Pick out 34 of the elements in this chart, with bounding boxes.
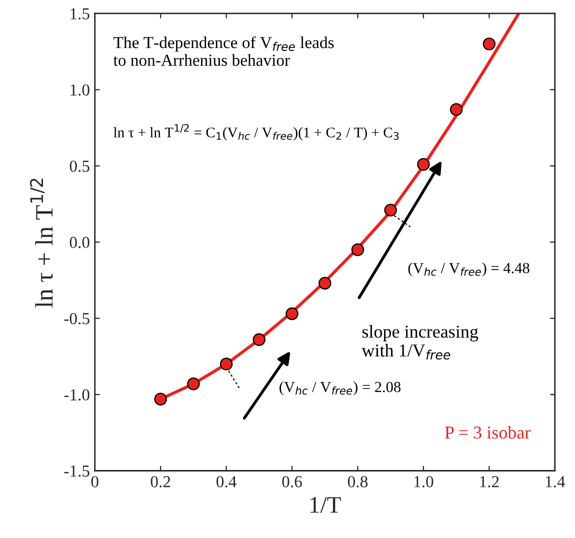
point — [286, 307, 298, 320]
point — [154, 392, 167, 406]
x-tick-label: 1.4 — [546, 476, 566, 488]
point — [318, 276, 332, 290]
x-tick-label: 1.2 — [480, 476, 499, 488]
annotation: (V$_{hc}$ / V$_{free}$) = 4.48 — [408, 262, 530, 276]
y-tick-label: 1.5 — [70, 8, 90, 20]
point — [450, 103, 463, 116]
annotation: (V$_{hc}$ / V$_{free}$) = 2.08 — [280, 381, 401, 396]
point — [220, 358, 233, 370]
text: ln τ + ln T$^{1/2}$ = C$_{1}$(V$_{hc}$ / V$_{free}$)(1 + C$_{2}$ / T) + C$_{3}$ — [114, 124, 399, 140]
x-tick-label: 0.4 — [216, 476, 236, 488]
point — [482, 38, 496, 50]
annotation: The T-dependence of V$_{free}$ leads to non-Arrhenius behavior — [113, 36, 334, 66]
y-axis-title: ln τ + ln T$^{1/2}$ — [30, 178, 53, 308]
annotation: P = 3 isobar — [444, 426, 531, 439]
point — [252, 333, 266, 346]
x-axis-title: 1/T — [310, 497, 341, 513]
point — [417, 158, 430, 171]
x-tick-label: 0.2 — [150, 476, 170, 488]
point — [384, 204, 397, 216]
annotation: slope increasing with 1/V$_{free}$ — [362, 325, 478, 360]
y-tick-label: 0.5 — [70, 160, 90, 172]
y-tick-label: 1.0 — [70, 84, 90, 96]
point — [187, 377, 200, 390]
x-tick-label: 0.6 — [282, 476, 302, 488]
y-tick-label: 0.0 — [70, 236, 90, 248]
y-tick-label: -1.0 — [64, 389, 90, 401]
x-tick-label: 0.8 — [348, 476, 368, 488]
point — [351, 243, 364, 256]
y-tick-label: -1.5 — [64, 466, 90, 477]
x-tick-label: 0 — [91, 476, 98, 488]
y-tick-label: -0.5 — [64, 313, 90, 324]
x-tick-label: 1.0 — [414, 476, 434, 488]
